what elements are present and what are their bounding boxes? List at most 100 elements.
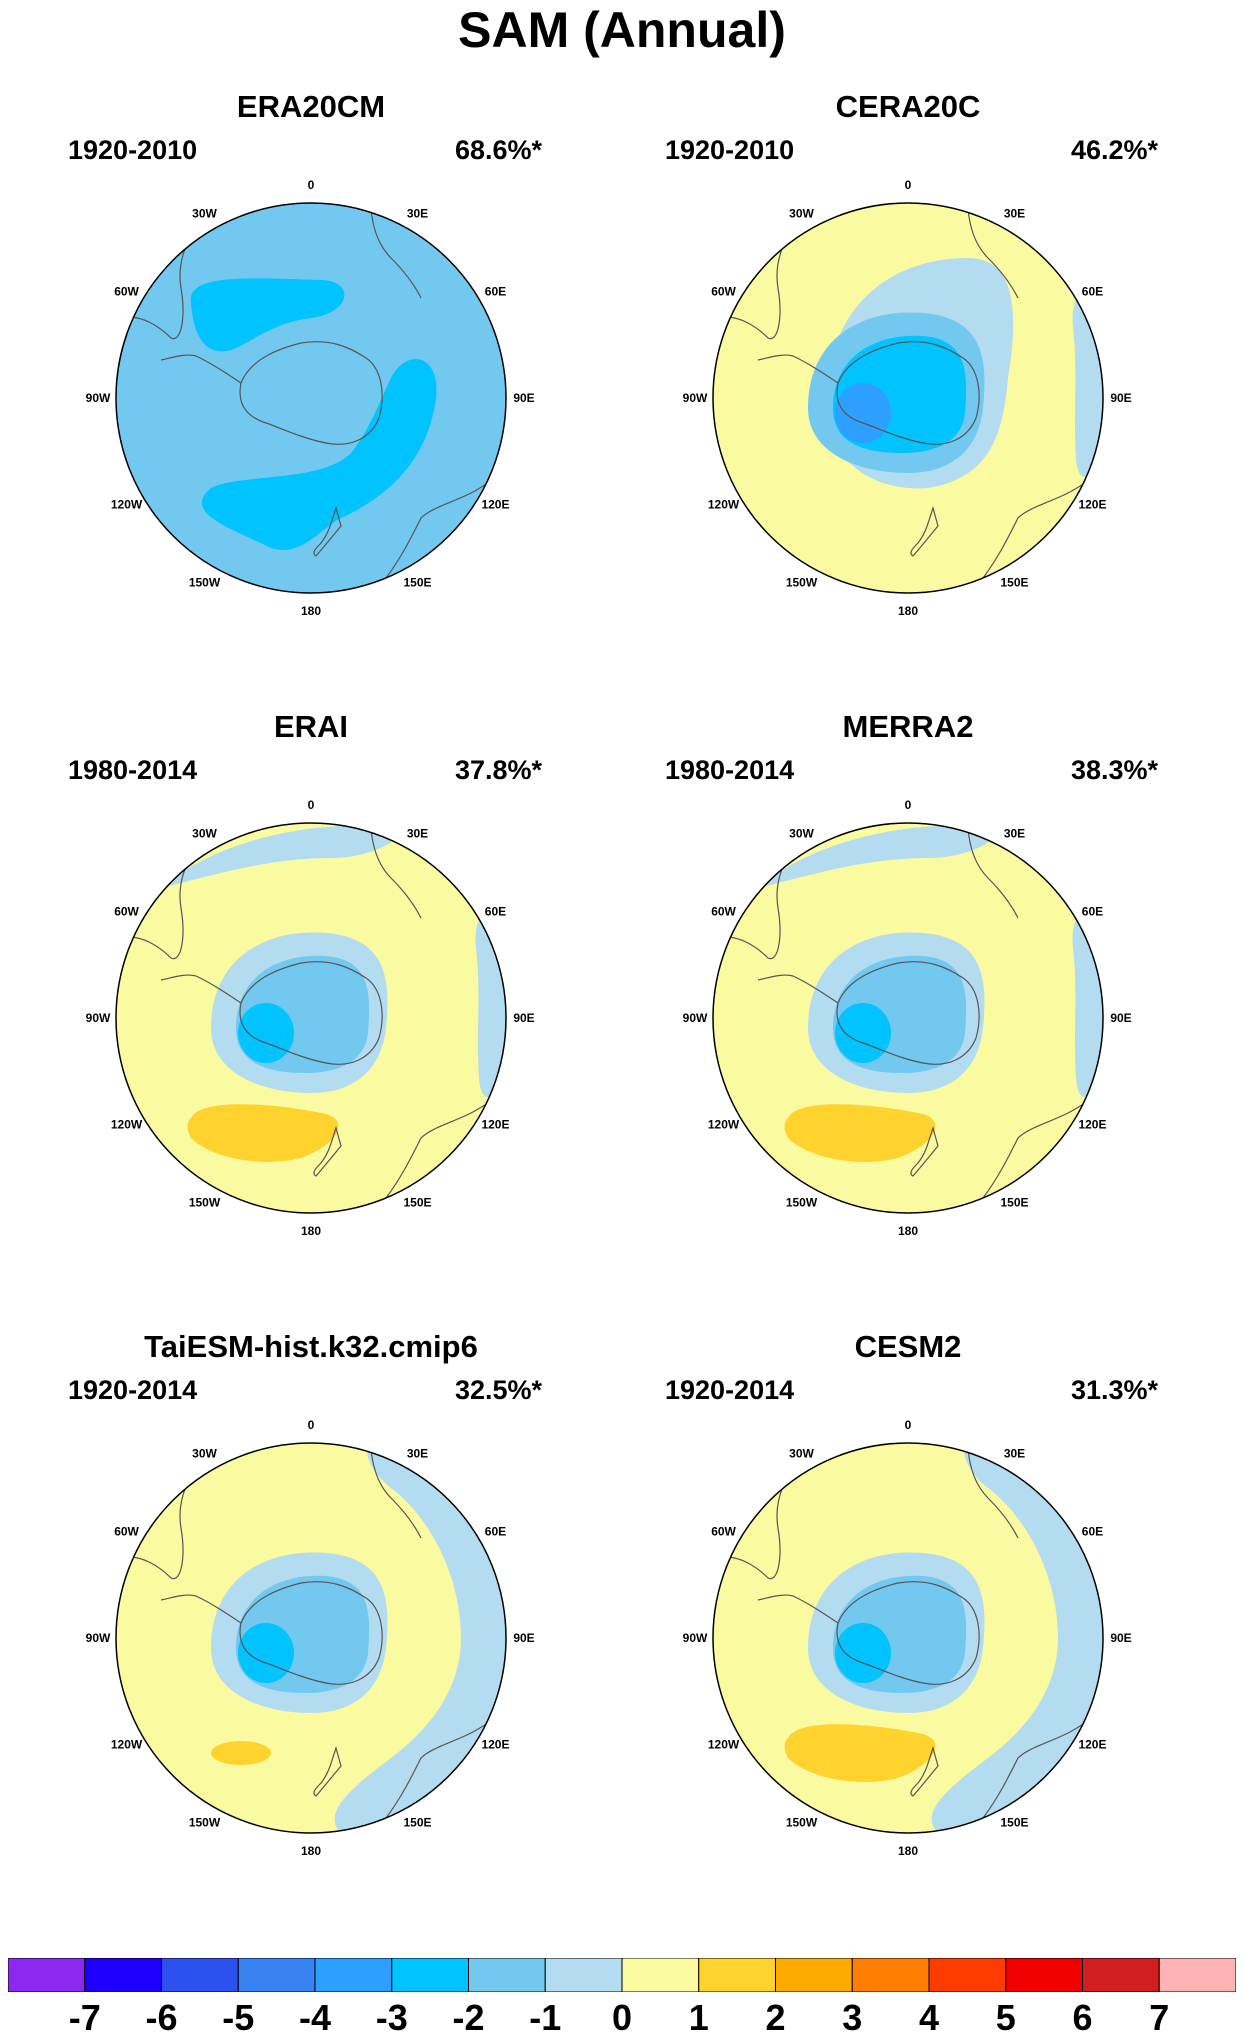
longitude-label: 90W: [683, 1631, 708, 1645]
longitude-label: 150E: [1000, 575, 1028, 589]
longitude-label: 0: [308, 178, 315, 192]
contour--3-spot: [835, 1003, 891, 1063]
longitude-label: 120E: [481, 498, 509, 512]
colorbar-labels: -7 -6 -5 -4 -3 -2 -1 0 1 2 3 4 5 6 7: [0, 1998, 1244, 2042]
contour--3-spot: [835, 1623, 891, 1683]
longitude-label: 90W: [86, 391, 111, 405]
peninsula-coastline: [757, 974, 839, 1004]
colorbar-segment: [391, 1958, 469, 1992]
antarctica-coastline: [836, 341, 980, 445]
antarctica-coastline: [239, 1581, 383, 1685]
longitude-label: 150E: [403, 1815, 431, 1829]
colorbar: [8, 1958, 1236, 1992]
longitude-label: 60W: [711, 285, 736, 299]
longitude-label: 30E: [407, 827, 428, 841]
map-panel-cera20c: CERA20C 1920-2010 46.2%* 0 30E 60E 90E 120E 1…: [597, 88, 1219, 708]
anomaly-field: [713, 823, 1103, 1213]
africa-coastline: [370, 1447, 422, 1539]
longitude-label: 180: [301, 1224, 321, 1238]
map-boundary: [115, 822, 507, 1214]
contour--1-edge-top: [758, 825, 994, 888]
longitude-label: 60W: [711, 1525, 736, 1539]
antarctica-coastline: [239, 961, 383, 1065]
anomaly-field: [116, 1443, 506, 1833]
antarctica-coastline: [836, 1581, 980, 1685]
longitude-label: 60E: [485, 905, 506, 919]
colorbar-segment: [698, 1958, 776, 1992]
longitude-label: 30E: [1004, 827, 1025, 841]
longitude-label: 180: [898, 1224, 918, 1238]
new-zealand-coastline: [313, 1745, 342, 1797]
polar-stereographic-map: 0 30E 60E 90E 120E 150E 180 150W 120W 90W 60W 30W: [683, 178, 1132, 618]
contour--4-spot: [835, 383, 891, 443]
panel-title: TaiESM-hist.k32.cmip6: [144, 1329, 478, 1364]
colorbar-tick-label: 3: [842, 1997, 863, 2038]
contour--1-edge-right-wide: [334, 1443, 506, 1833]
longitude-label: 180: [898, 1844, 918, 1858]
longitude-label: 0: [905, 1418, 912, 1432]
colorbar-tick-label: 6: [1072, 1997, 1093, 2038]
colorbar-tick-label: 0: [611, 1997, 633, 2038]
colorbar-segment: [468, 1958, 546, 1992]
colorbar-segment: [928, 1958, 1007, 1992]
panel-period: 1920-2014: [68, 1375, 198, 1405]
colorbar-tick-label: 7: [1149, 1997, 1170, 2038]
longitude-label: 0: [905, 798, 912, 812]
longitude-label: 90E: [513, 1631, 534, 1645]
africa-coastline: [967, 1447, 1019, 1539]
longitude-label: 150W: [786, 1195, 818, 1209]
longitude-label: 150E: [403, 1195, 431, 1209]
panel-title: CERA20C: [835, 89, 981, 124]
contour--1-edge-right-wide: [931, 1443, 1103, 1833]
contour-2-blob-low: [187, 1104, 339, 1162]
contour--2-arc-lower-right: [201, 359, 437, 551]
map-panel-cesm2: CESM2 1920-2014 31.3%* 0 30E 60E 90E 120E 150…: [597, 1328, 1219, 1948]
new-zealand-coastline: [313, 1125, 342, 1177]
longitude-label: 150E: [1000, 1195, 1028, 1209]
anomaly-field: [116, 823, 506, 1213]
colorbar-tick-label: -1: [529, 1997, 562, 2038]
panel-title: CESM2: [854, 1329, 962, 1364]
panel-period: 1920-2014: [665, 1375, 795, 1405]
longitude-label: 150W: [189, 575, 221, 589]
longitude-label: 30W: [192, 827, 217, 841]
panel-title: ERA20CM: [236, 89, 386, 124]
panel-period: 1920-2010: [68, 135, 198, 165]
africa-coastline: [967, 827, 1019, 919]
colorbar-tick-label: 2: [765, 1997, 786, 2038]
map-boundary: [115, 1442, 507, 1834]
new-zealand-coastline: [910, 1745, 939, 1797]
longitude-label: 30W: [789, 827, 814, 841]
longitude-label: 0: [905, 178, 912, 192]
africa-coastline: [370, 827, 422, 919]
contour--2-zone-upper-left: [190, 278, 345, 352]
colorbar-tick-label: -4: [298, 1997, 331, 2038]
longitude-label: 90E: [1110, 1631, 1131, 1645]
longitude-label: 150W: [189, 1815, 221, 1829]
longitude-label: 150W: [786, 1815, 818, 1829]
colorbar-segment: [1158, 1958, 1236, 1992]
anomaly-field: [116, 203, 506, 593]
colorbar-tick-label: 4: [918, 1997, 940, 2038]
longitude-label: 90W: [683, 391, 708, 405]
longitude-label: 30E: [1004, 1447, 1025, 1461]
colorbar-segment: [544, 1958, 623, 1992]
colorbar-segment: [1082, 1958, 1160, 1992]
panel-variance: 46.2%*: [1071, 135, 1159, 165]
colorbar-tick-label: 5: [995, 1997, 1016, 2038]
antarctica-coastline: [239, 341, 383, 445]
longitude-label: 30W: [192, 1447, 217, 1461]
polar-stereographic-map: 0 30E 60E 90E 120E 150E 180 150W 120W 90W 60W 30W: [86, 798, 535, 1238]
longitude-label: 120W: [708, 1738, 740, 1752]
longitude-label: 120W: [708, 1118, 740, 1132]
longitude-label: 60W: [114, 1525, 139, 1539]
longitude-label: 120W: [111, 1738, 143, 1752]
longitude-label: 30E: [1004, 207, 1025, 221]
longitude-label: 150W: [189, 1195, 221, 1209]
colorbar-tick-label: -2: [452, 1997, 485, 2038]
longitude-label: 30W: [192, 207, 217, 221]
contour--3-spot: [238, 1003, 294, 1063]
longitude-label: 150E: [1000, 1815, 1028, 1829]
longitude-label: 60E: [1082, 905, 1103, 919]
peninsula-coastline: [757, 354, 839, 384]
